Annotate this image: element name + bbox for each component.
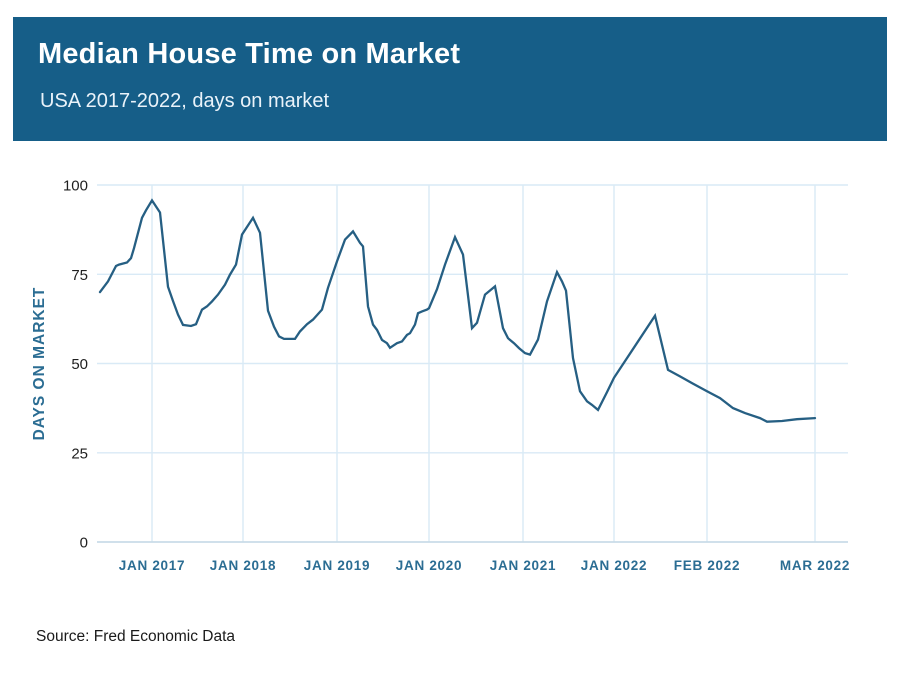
x-tick-label: JAN 2019 <box>304 558 370 573</box>
y-tick-label: 75 <box>71 267 88 284</box>
x-tick-label: FEB 2022 <box>674 558 740 573</box>
y-axis-title: DAYS ON MARKET <box>31 287 48 441</box>
page-title: Median House Time on Market <box>38 38 461 70</box>
y-tick-label: 25 <box>71 445 88 462</box>
x-tick-label: JAN 2017 <box>119 558 185 573</box>
y-tick-label: 100 <box>63 178 88 195</box>
y-tick-label: 50 <box>71 356 88 373</box>
y-tick-label: 0 <box>80 535 88 552</box>
header-banner: Median House Time on Market USA 2017-202… <box>13 17 887 141</box>
x-tick-label: JAN 2018 <box>210 558 276 573</box>
series-line <box>98 198 817 423</box>
x-tick-label: JAN 2020 <box>396 558 462 573</box>
x-tick-label: MAR 2022 <box>780 558 850 573</box>
page-subtitle: USA 2017-2022, days on market <box>40 90 330 112</box>
x-tick-label: JAN 2022 <box>581 558 647 573</box>
x-tick-label: JAN 2021 <box>490 558 556 573</box>
line-chart: 0 25 50 75 100 JAN 2017 JAN 2018 JAN 2019 JAN 20… <box>31 178 850 574</box>
source-note: Source: Fred Economic Data <box>36 628 236 645</box>
